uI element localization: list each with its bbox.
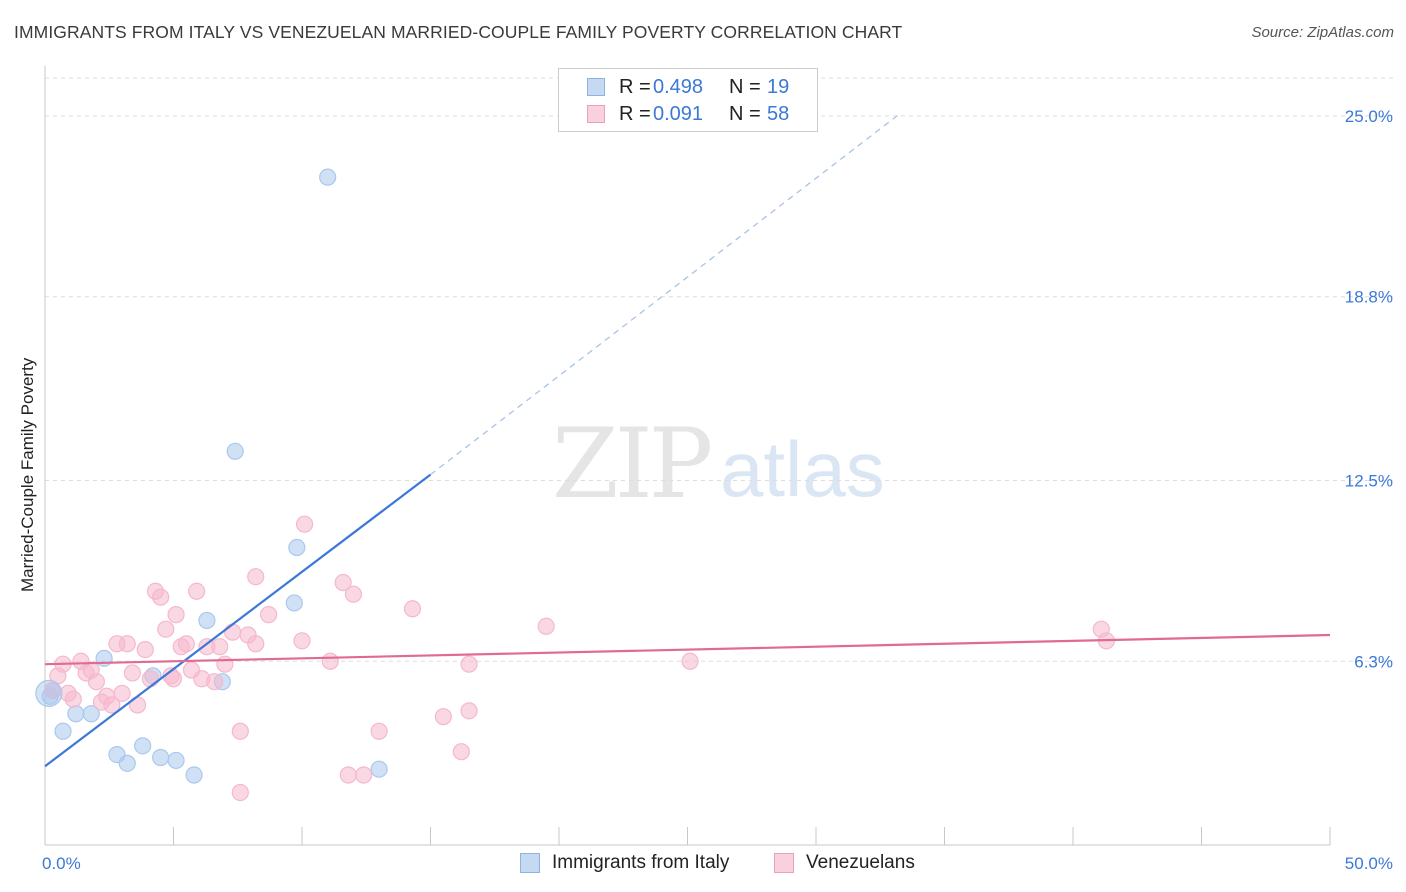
venezuelan-point [247, 635, 265, 653]
x-tick-label: 0.0% [42, 854, 81, 873]
venezuelan-point [211, 638, 229, 656]
legend-n-value: 19 [767, 76, 790, 98]
venezuelan-point [167, 606, 185, 624]
venezuelan-point [113, 684, 131, 702]
venezuelan-point [177, 635, 195, 653]
venezuelan-trend-line [44, 633, 1331, 666]
venezuelan-point [344, 585, 362, 603]
italy-point [226, 442, 244, 460]
venezuelan-point [434, 708, 452, 726]
legend-r-label: R = [619, 103, 651, 125]
italy-point [319, 168, 337, 186]
venezuelan-point [460, 702, 478, 720]
correlation-legend: R = 0.498 N = 19 R = 0.091 N = 58 [558, 68, 818, 132]
venezuelan-point [224, 623, 242, 641]
italy-point [370, 760, 388, 778]
venezuelan-point [216, 655, 234, 673]
venezuelan-point [103, 696, 121, 714]
venezuelan-point [231, 783, 249, 802]
venezuelan-point [164, 670, 183, 688]
venezuelan-point [123, 664, 141, 682]
legend-n-label: N = [729, 103, 761, 125]
watermark-atlas: atlas [720, 425, 885, 513]
chart-title: IMMIGRANTS FROM ITALY VS VENEZUELAN MARR… [14, 22, 903, 42]
italy-point [82, 705, 100, 723]
venezuelan-point [157, 620, 175, 638]
venezuelan-point [87, 673, 106, 691]
italy-trend-line [44, 473, 432, 768]
italy-point [167, 751, 185, 770]
italy-point [152, 748, 170, 767]
x-tick-label: 50.0% [1345, 854, 1393, 873]
venezuelan-point [206, 673, 224, 691]
italy-point [35, 679, 63, 707]
venezuelan-point [64, 690, 82, 708]
italy-trend-extension [430, 112, 902, 476]
italy-point [118, 754, 136, 772]
bottom-legend-label-italy: Immigrants from Italy [552, 852, 730, 873]
legend-n-value: 58 [767, 103, 790, 125]
bottom-legend-label-venezuelans: Venezuelans [806, 852, 915, 873]
italy-point [185, 766, 203, 784]
legend-r-value: 0.498 [653, 76, 704, 98]
venezuelan-point [118, 635, 136, 653]
y-tick-label: 18.8% [1345, 288, 1393, 307]
bottom-legend-swatch-venezuelans [774, 853, 794, 873]
venezuelan-point [403, 600, 422, 618]
venezuelan-point [537, 617, 555, 635]
venezuelan-point [321, 652, 339, 670]
venezuelan-point [152, 588, 170, 606]
venezuelan-point [293, 632, 311, 650]
venezuelan-point [452, 743, 470, 761]
italy-point [54, 722, 72, 740]
legend-swatch-venezuelans [587, 105, 605, 123]
venezuelan-point [681, 652, 699, 670]
italy-point [67, 705, 85, 723]
legend-swatch-italy [587, 78, 605, 96]
venezuelan-point [339, 766, 357, 784]
legend-n-label: N = [729, 76, 761, 98]
bottom-legend-swatch-italy [520, 853, 540, 873]
italy-point [288, 538, 306, 557]
venezuelan-point [370, 722, 388, 740]
venezuelan-point [334, 573, 352, 592]
y-tick-label: 6.3% [1354, 652, 1393, 671]
venezuelan-point [188, 582, 206, 600]
watermark-zip: ZIP [552, 408, 713, 520]
italy-point [285, 594, 303, 612]
italy-point [198, 611, 216, 630]
y-tick-label: 12.5% [1345, 471, 1393, 490]
legend-r-value: 0.091 [653, 103, 704, 125]
y-axis-label: Married-Couple Family Poverty [18, 357, 37, 592]
source-label: Source: ZipAtlas.com [1251, 24, 1394, 41]
italy-point [134, 737, 152, 755]
legend-r-label: R = [619, 76, 651, 98]
venezuelan-point [259, 606, 278, 624]
venezuelan-point [295, 515, 314, 533]
venezuelan-point [141, 670, 159, 688]
venezuelan-point [136, 641, 154, 659]
venezuelan-point [355, 766, 373, 784]
y-tick-label: 25.0% [1345, 107, 1393, 126]
venezuelan-point [460, 655, 478, 673]
venezuelan-point [231, 722, 249, 740]
venezuelan-point [247, 568, 265, 586]
